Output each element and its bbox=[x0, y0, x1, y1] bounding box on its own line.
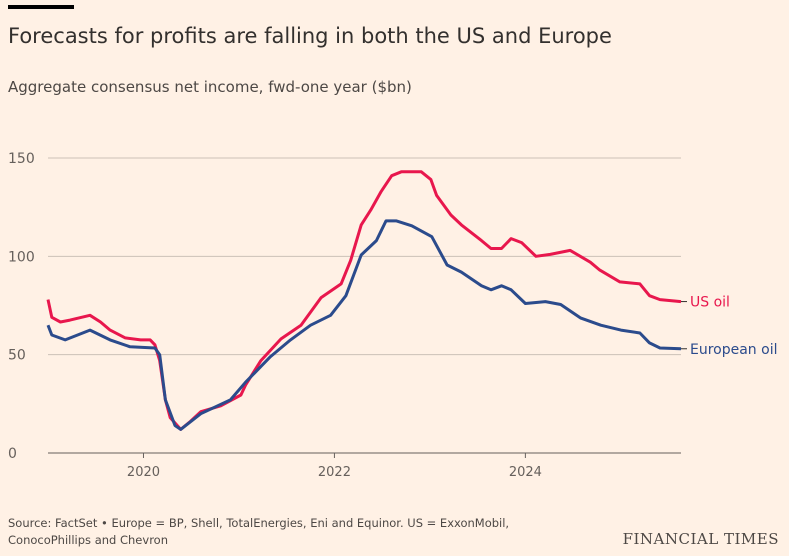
y-tick-label: 50 bbox=[8, 348, 26, 364]
ft-logo: FINANCIAL TIMES bbox=[622, 530, 779, 548]
chart-subtitle: Aggregate consensus net income, fwd-one … bbox=[8, 78, 412, 96]
series-line-european-oil bbox=[46, 219, 682, 431]
series-label: European oil bbox=[690, 342, 777, 358]
source-note: Source: FactSet • Europe = BP, Shell, To… bbox=[8, 516, 510, 547]
y-tick-label: 150 bbox=[8, 151, 35, 167]
chart-title: Forecasts for profits are falling in bot… bbox=[8, 24, 612, 48]
series-label: US oil bbox=[690, 295, 730, 311]
x-tick-label: 2024 bbox=[509, 465, 542, 480]
ft-accent-bar bbox=[8, 5, 74, 9]
y-tick-label: 100 bbox=[8, 249, 35, 265]
y-tick-label: 0 bbox=[8, 446, 17, 462]
x-tick-label: 2020 bbox=[127, 465, 160, 480]
x-tick-label: 2022 bbox=[318, 465, 351, 480]
series-line-us-oil bbox=[46, 170, 682, 431]
